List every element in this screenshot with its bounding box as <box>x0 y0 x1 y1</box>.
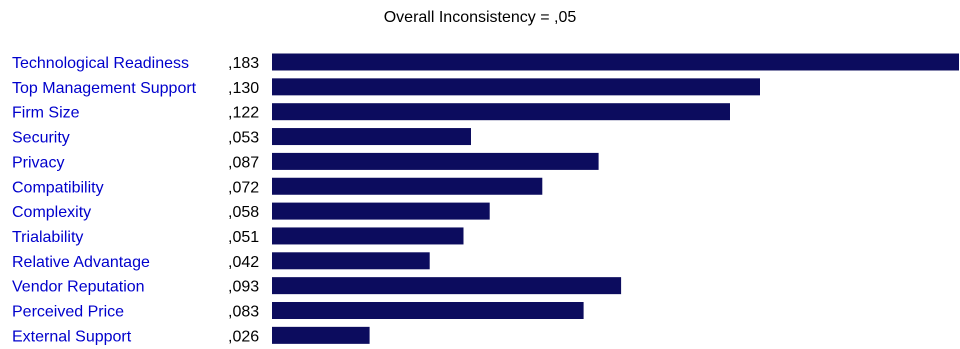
value-label: ,051 <box>228 229 259 246</box>
category-label: Privacy <box>12 154 64 171</box>
category-label: Compatibility <box>12 179 104 196</box>
category-label: Security <box>12 130 70 147</box>
value-label: ,093 <box>228 279 259 296</box>
value-label: ,122 <box>228 105 259 122</box>
bar <box>272 302 584 319</box>
category-label: Relative Advantage <box>12 254 150 271</box>
bar <box>272 53 959 71</box>
category-label: Firm Size <box>12 105 80 122</box>
value-label: ,042 <box>228 254 259 271</box>
category-label: Technological Readiness <box>12 55 189 72</box>
value-label: ,183 <box>228 55 259 72</box>
bar <box>272 103 730 121</box>
category-label: Perceived Price <box>12 304 124 321</box>
value-label: ,058 <box>228 204 259 221</box>
category-label: Trialability <box>12 229 83 246</box>
category-label: External Support <box>12 328 132 345</box>
value-label: ,087 <box>228 154 259 171</box>
value-label: ,053 <box>228 130 259 147</box>
value-label: ,072 <box>228 179 259 196</box>
bar <box>272 152 599 170</box>
category-label: Complexity <box>12 204 91 221</box>
category-label: Vendor Reputation <box>12 279 145 296</box>
bar <box>272 326 370 344</box>
bar <box>272 202 490 220</box>
bar <box>272 128 471 146</box>
chart-title: Overall Inconsistency = ,05 <box>383 9 577 26</box>
value-label: ,083 <box>228 304 259 321</box>
bar <box>272 78 760 96</box>
bar <box>272 277 622 295</box>
category-label: Top Management Support <box>12 80 197 97</box>
value-label: ,130 <box>228 80 259 97</box>
bar <box>272 252 430 270</box>
value-label: ,026 <box>228 328 259 345</box>
bar <box>272 177 543 195</box>
bar <box>272 227 464 245</box>
